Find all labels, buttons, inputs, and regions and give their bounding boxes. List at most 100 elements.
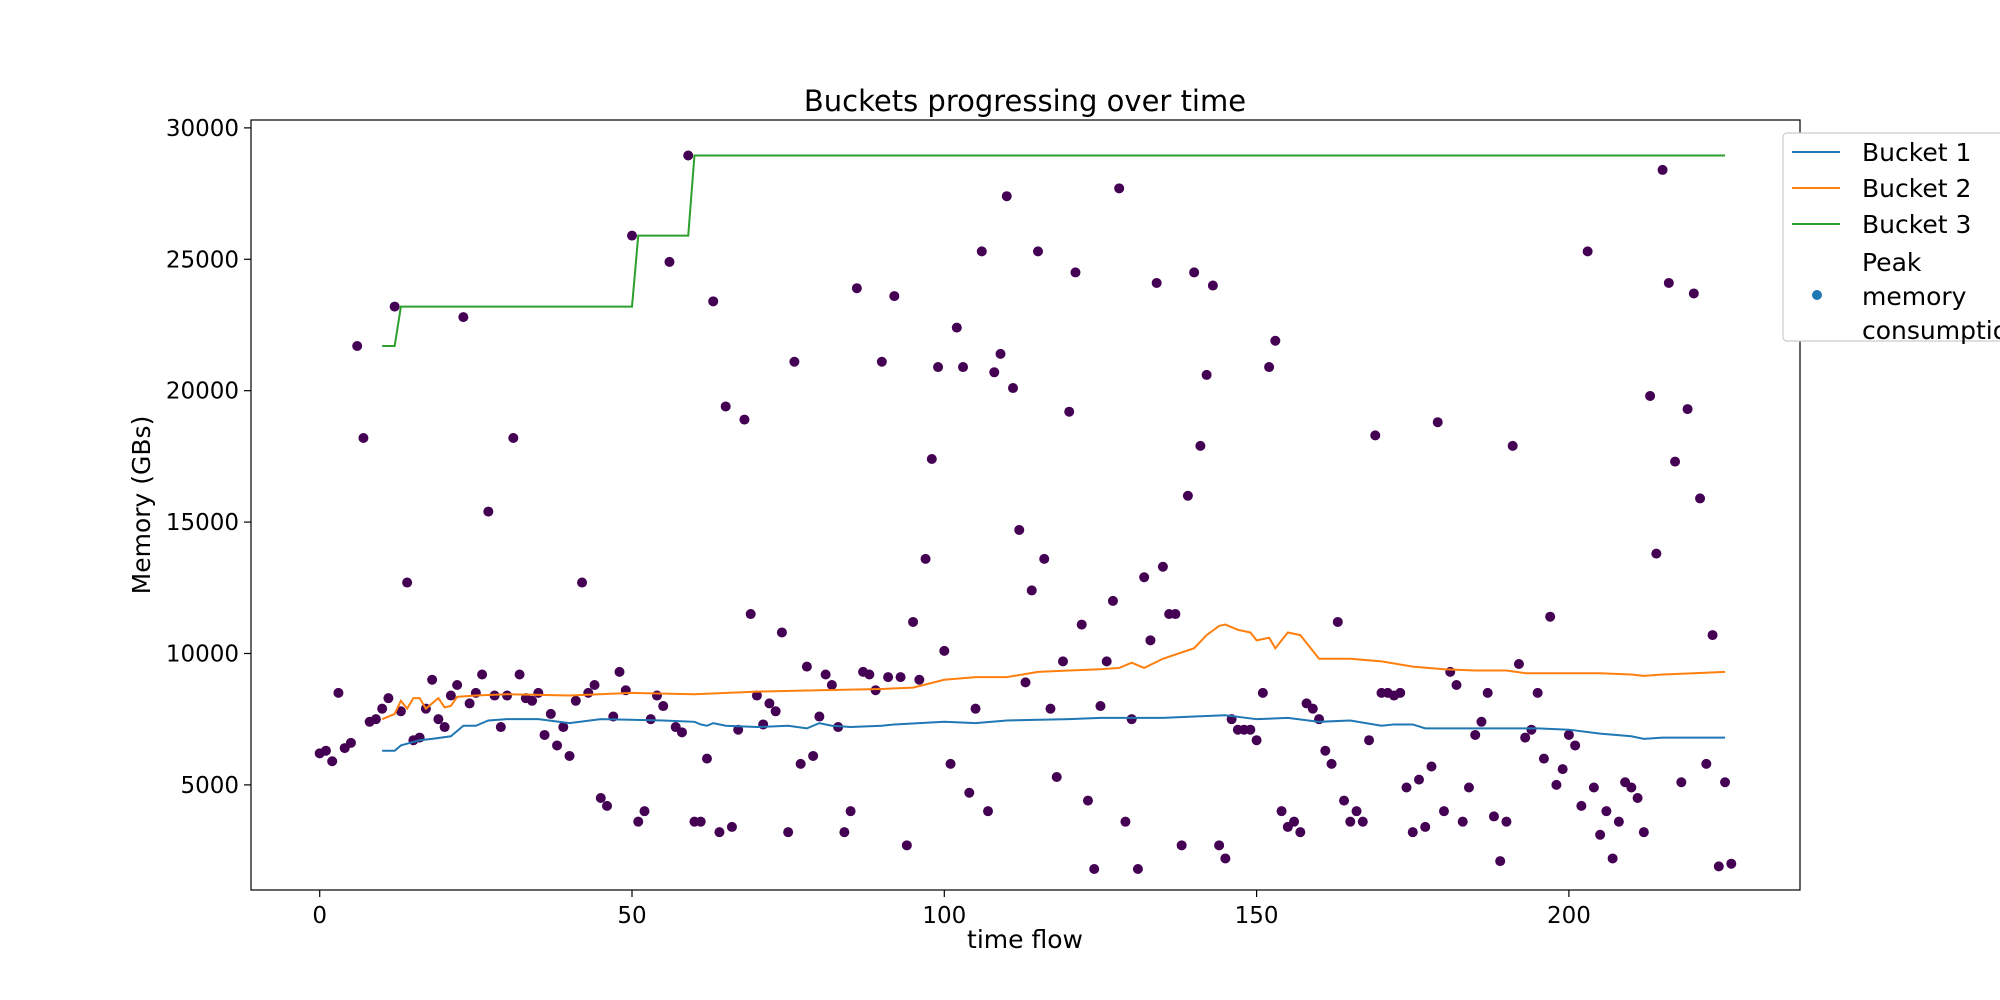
scatter-point bbox=[1438, 806, 1449, 817]
scatter-point bbox=[1588, 782, 1599, 793]
y-axis-label: Memory (GBs) bbox=[127, 416, 156, 595]
x-tick-label: 0 bbox=[312, 903, 327, 929]
x-tick-label: 150 bbox=[1235, 903, 1279, 929]
scatter-point bbox=[1482, 687, 1493, 698]
scatter-point bbox=[933, 362, 944, 373]
scatter-point bbox=[1220, 853, 1231, 864]
scatter-point bbox=[552, 740, 563, 751]
scatter-point bbox=[958, 362, 969, 373]
scatter-point bbox=[1051, 772, 1062, 782]
scatter-point bbox=[570, 695, 581, 706]
legend-label-bucket-2: Bucket 2 bbox=[1862, 174, 1971, 203]
scatter-point bbox=[377, 703, 388, 714]
scatter-point bbox=[1120, 816, 1131, 827]
legend-label-bucket-3: Bucket 3 bbox=[1862, 210, 1971, 239]
scatter-point bbox=[1420, 821, 1431, 832]
scatter-point bbox=[1082, 795, 1093, 806]
scatter-point bbox=[976, 246, 987, 257]
scatter-point bbox=[1195, 440, 1206, 451]
scatter-point bbox=[452, 680, 463, 691]
scatter-point bbox=[1057, 656, 1068, 667]
scatter-point bbox=[439, 722, 450, 733]
scatter-point bbox=[1688, 288, 1699, 299]
scatter-point bbox=[1339, 795, 1350, 806]
scatter-point bbox=[720, 401, 731, 412]
scatter-point bbox=[1426, 761, 1437, 772]
scatter-point bbox=[1695, 493, 1706, 504]
y-tick-label: 15000 bbox=[166, 510, 239, 536]
scatter-point bbox=[726, 821, 737, 832]
scatter-point bbox=[1139, 572, 1150, 583]
scatter-point bbox=[1151, 277, 1162, 288]
scatter-point bbox=[658, 701, 669, 712]
x-axis: 0 50 100 150 200 bbox=[312, 890, 1591, 929]
scatter-point bbox=[1364, 735, 1375, 746]
scatter-point bbox=[683, 150, 694, 161]
scatter-point bbox=[1145, 635, 1156, 646]
scatter-point bbox=[502, 690, 513, 701]
scatter-point bbox=[1114, 183, 1125, 194]
scatter-point bbox=[714, 827, 725, 838]
legend-marker-peak-memory bbox=[1812, 290, 1822, 300]
scatter-point bbox=[1076, 619, 1087, 630]
scatter-point bbox=[1307, 703, 1318, 714]
scatter-point bbox=[1538, 753, 1549, 764]
scatter-point bbox=[1463, 782, 1474, 793]
legend-label-peak-memory: Peak memory consumption bbox=[1862, 248, 2000, 345]
scatter-point bbox=[1451, 680, 1462, 691]
scatter-point bbox=[920, 553, 931, 564]
scatter-point bbox=[477, 669, 488, 680]
scatter-point bbox=[839, 827, 850, 838]
scatter-point bbox=[1701, 758, 1712, 769]
scatter-point bbox=[1595, 829, 1606, 840]
scatter-point bbox=[495, 722, 506, 733]
scatter-point bbox=[564, 750, 575, 761]
scatter-point bbox=[402, 577, 413, 588]
series-layer bbox=[314, 150, 1737, 874]
scatter-point bbox=[1513, 658, 1524, 669]
scatter-point bbox=[358, 432, 369, 443]
scatter-point bbox=[1626, 782, 1637, 793]
scatter-point bbox=[645, 714, 656, 725]
scatter-point bbox=[989, 367, 1000, 378]
scatter-point bbox=[1026, 585, 1037, 596]
scatter-point bbox=[545, 708, 556, 719]
scatter-point bbox=[514, 669, 525, 680]
scatter-point bbox=[527, 695, 538, 706]
series-line-bucket-1 bbox=[382, 714, 1726, 752]
scatter-point bbox=[1401, 782, 1412, 793]
scatter-point bbox=[851, 283, 862, 294]
scatter-point bbox=[926, 454, 937, 465]
scatter-point bbox=[789, 356, 800, 367]
scatter-point bbox=[1414, 774, 1424, 785]
scatter-point bbox=[1245, 724, 1256, 735]
scatter-point bbox=[352, 341, 363, 352]
legend-label-bucket-1: Bucket 1 bbox=[1862, 138, 1971, 167]
legend-box bbox=[1782, 132, 2000, 342]
scatter-point bbox=[945, 758, 956, 769]
scatter-point bbox=[1726, 858, 1737, 869]
scatter-point bbox=[1251, 735, 1262, 746]
scatter-point bbox=[1651, 548, 1662, 559]
scatter-point bbox=[814, 711, 825, 722]
scatter-point bbox=[1157, 561, 1168, 572]
scatter-point bbox=[614, 666, 625, 677]
scatter-point bbox=[701, 753, 712, 764]
scatter-point bbox=[1089, 863, 1100, 874]
series-scatter-peak-memory-consumption bbox=[314, 150, 1737, 874]
scatter-point bbox=[1501, 816, 1512, 827]
scatter-point bbox=[1351, 806, 1362, 817]
scatter-point bbox=[970, 703, 981, 714]
scatter-point bbox=[1295, 827, 1306, 838]
scatter-point bbox=[1570, 740, 1581, 751]
scatter-point bbox=[558, 722, 569, 733]
scatter-point bbox=[1613, 816, 1624, 827]
scatter-point bbox=[883, 672, 894, 683]
x-tick-label: 100 bbox=[922, 903, 966, 929]
scatter-point bbox=[1176, 840, 1187, 851]
scatter-point bbox=[908, 616, 919, 627]
scatter-point bbox=[1576, 800, 1587, 811]
scatter-point bbox=[1214, 840, 1225, 851]
scatter-point bbox=[801, 661, 812, 672]
scatter-point bbox=[433, 714, 444, 725]
